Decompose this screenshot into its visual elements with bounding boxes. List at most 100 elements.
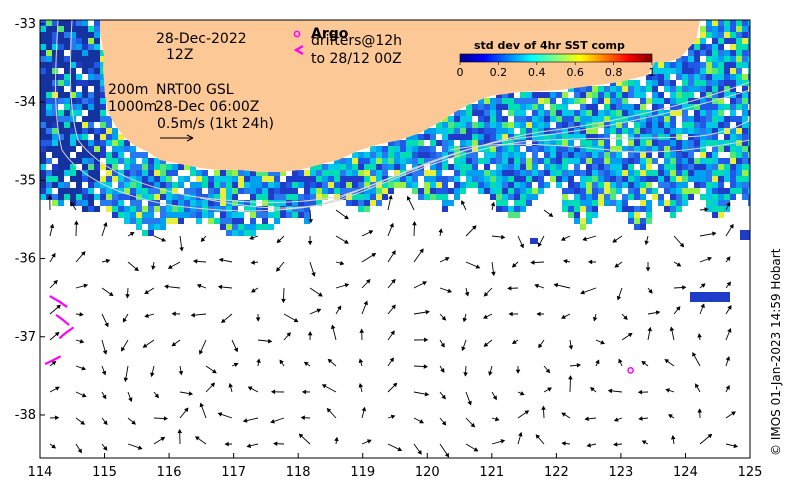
velocity-arrow-head	[419, 419, 424, 424]
velocity-arrow-head	[79, 339, 85, 344]
velocity-arrow-head	[121, 346, 126, 352]
x-tick-label: 114	[28, 465, 53, 480]
velocity-arrow-head	[638, 416, 643, 421]
velocity-arrow-head	[368, 230, 374, 235]
velocity-arrow-head	[511, 263, 517, 268]
velocity-arrow-head	[256, 358, 261, 363]
velocity-arrow-head	[199, 402, 204, 408]
velocity-arrow-head	[725, 385, 730, 390]
velocity-arrow-head	[102, 394, 107, 400]
velocity-arrow-head	[444, 257, 450, 262]
velocity-arrow-head	[618, 358, 623, 364]
velocity-arrow-head	[54, 415, 60, 421]
velocity-arrow-head	[612, 238, 618, 243]
x-tick-label: 123	[608, 465, 633, 480]
scale-label: 0.5m/s (1kt 24h)	[157, 116, 274, 132]
velocity-arrow-head	[545, 368, 551, 374]
velocity-arrow-head	[592, 316, 598, 322]
velocity-arrow-head	[105, 258, 111, 264]
velocity-arrow-head	[576, 362, 582, 368]
velocity-arrow-head	[270, 419, 275, 424]
velocity-arrow-head	[70, 201, 75, 207]
velocity-arrow-head	[561, 412, 567, 417]
axis-frame	[39, 19, 751, 459]
velocity-arrow-head	[286, 332, 291, 337]
velocity-arrow-head	[311, 272, 316, 277]
velocity-arrow-head	[390, 330, 395, 336]
velocity-arrow-head	[519, 391, 525, 396]
velocity-arrow-head	[389, 357, 394, 363]
x-tick-label: 121	[479, 465, 504, 480]
velocity-arrow-head	[682, 285, 687, 290]
velocity-arrow-head	[247, 386, 253, 391]
velocity-arrow-head	[568, 375, 573, 380]
velocity-arrow-head	[150, 372, 155, 378]
y-axis: -33 -34 -35 -36 -37 -38	[15, 17, 45, 423]
velocity-arrow-head	[326, 407, 332, 413]
velocity-arrow-head	[77, 448, 82, 454]
velocity-arrow-head	[391, 250, 396, 255]
credit-label: © IMOS 01-Jan-2023 14:59 Hobart	[769, 248, 783, 456]
velocity-arrow-head	[390, 414, 396, 420]
x-tick-label: 116	[157, 465, 182, 480]
velocity-arrow-head	[733, 443, 739, 449]
velocity-arrow-head	[122, 317, 127, 323]
velocity-arrow-head	[251, 288, 256, 293]
velocity-arrow-head	[361, 406, 367, 412]
velocity-arrow-head	[101, 370, 107, 376]
velocity-arrow-head	[600, 340, 606, 345]
velocity-arrow-head	[590, 387, 595, 392]
velocity-arrow-head	[664, 359, 670, 364]
colorbar-tick-label: 0.6	[566, 66, 584, 79]
velocity-arrow-head	[255, 317, 261, 322]
velocity-arrow-head	[463, 372, 468, 377]
colorbar-tick-label: 0.4	[528, 66, 546, 79]
argo-legend-label: Argo	[311, 26, 349, 42]
velocity-arrow-head	[412, 221, 417, 226]
velocity-arrows	[47, 194, 739, 458]
velocity-arrow-head	[316, 308, 322, 313]
velocity-arrow-head	[194, 436, 200, 441]
velocity-arrow-head	[391, 304, 396, 310]
velocity-arrow-head	[423, 364, 428, 369]
argo-float-marker	[627, 367, 634, 374]
velocity-arrow-head	[461, 346, 466, 352]
velocity-arrow-head	[164, 284, 169, 289]
velocity-arrow-head	[692, 352, 697, 357]
y-tick-label: -37	[15, 330, 36, 345]
velocity-arrow-head	[308, 218, 313, 224]
velocity-arrow-head	[359, 328, 365, 333]
velocity-arrow-head	[273, 441, 278, 446]
velocity-arrow-head	[560, 236, 566, 241]
velocity-arrow-head	[142, 343, 148, 348]
velocity-arrow-head	[178, 370, 184, 376]
velocity-arrow-head	[441, 315, 447, 321]
velocity-arrow-head	[580, 290, 585, 295]
velocity-arrow-head	[675, 306, 681, 311]
drifter-track	[44, 355, 62, 366]
velocity-arrow-head	[536, 311, 541, 317]
velocity-arrow-head	[524, 410, 530, 415]
velocity-arrow-head	[595, 359, 600, 365]
colorbar-title: std dev of 4hr SST comp	[474, 39, 625, 52]
velocity-arrow-head	[483, 342, 489, 347]
colorbar-tick-label: 0	[457, 66, 464, 79]
velocity-arrow-head	[462, 317, 468, 323]
velocity-arrow-head	[128, 397, 133, 403]
velocity-arrow-head	[154, 393, 159, 399]
velocity-arrow-head	[246, 443, 252, 448]
velocity-arrow-head	[51, 360, 57, 366]
velocity-arrow-head	[171, 341, 177, 347]
velocity-arrow-head	[534, 283, 539, 289]
velocity-arrow-head	[641, 360, 647, 366]
velocity-arrow-head	[726, 201, 731, 207]
velocity-arrow-head	[193, 259, 198, 264]
velocity-arrow-head	[613, 442, 618, 447]
y-tick-label: -34	[15, 95, 36, 110]
velocity-arrow-head	[179, 247, 184, 252]
velocity-arrow-head	[276, 267, 281, 272]
velocity-arrow-head	[74, 220, 79, 225]
drifter-legend-icon	[293, 45, 304, 55]
velocity-arrow-head	[537, 242, 542, 248]
velocity-arrow-head	[508, 311, 513, 317]
